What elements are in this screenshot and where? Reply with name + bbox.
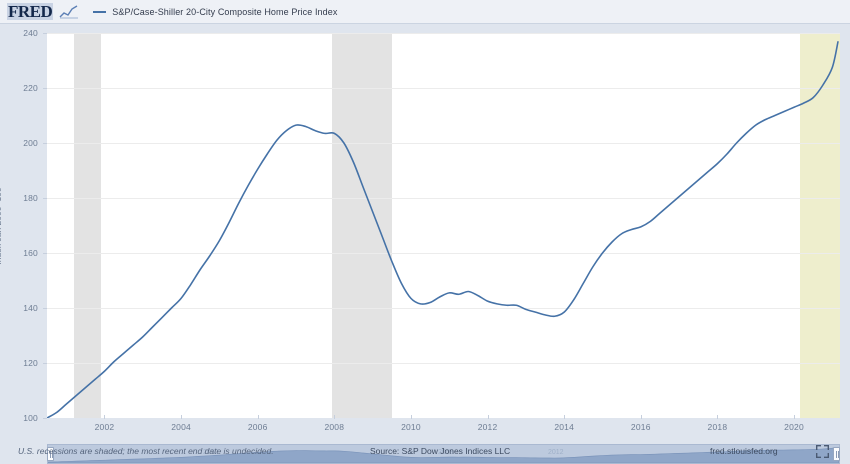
x-tick-mark bbox=[257, 415, 259, 419]
x-tick-mark bbox=[717, 415, 719, 419]
gridline bbox=[47, 253, 840, 254]
x-tick-label: 2002 bbox=[94, 422, 115, 432]
x-tick-label: 2006 bbox=[247, 422, 268, 432]
y-tick-label: 100 bbox=[23, 413, 38, 423]
y-tick-label: 220 bbox=[23, 83, 38, 93]
x-tick-label: 2012 bbox=[477, 422, 498, 432]
y-tick-label: 180 bbox=[23, 193, 38, 203]
y-tick-mark bbox=[43, 308, 47, 309]
fred-logo[interactable]: FRED bbox=[7, 3, 79, 20]
x-tick-label: 2014 bbox=[554, 422, 575, 432]
line-chart-spark-icon bbox=[59, 4, 79, 18]
y-tick-mark bbox=[43, 418, 47, 419]
y-tick-mark bbox=[43, 143, 47, 144]
x-tick-label: 2008 bbox=[324, 422, 345, 432]
legend-color-swatch bbox=[93, 10, 107, 13]
x-tick-mark bbox=[794, 415, 796, 419]
chart-header: FRED S&P/Case-Shiller 20-City Composite … bbox=[0, 0, 850, 24]
x-tick-mark bbox=[640, 415, 642, 419]
plot-area[interactable] bbox=[47, 33, 840, 418]
gridline bbox=[47, 198, 840, 199]
source-note: Source: S&P Dow Jones Indices LLC bbox=[370, 446, 511, 456]
x-tick-label: 2020 bbox=[784, 422, 804, 432]
navigator-ghost-label: 2012 bbox=[548, 449, 564, 456]
x-tick-label: 2004 bbox=[171, 422, 191, 432]
y-axis-tick-labels: 100 120 140 160 180 200 220 240 bbox=[0, 28, 42, 423]
y-tick-mark bbox=[43, 363, 47, 364]
chart-canvas: Index Jan 2000=100 100 120 140 160 180 200 220… bbox=[0, 23, 850, 464]
y-tick-mark bbox=[43, 253, 47, 254]
x-tick-mark bbox=[410, 415, 412, 419]
y-tick-label: 240 bbox=[23, 28, 38, 38]
x-tick-label: 2010 bbox=[401, 422, 421, 432]
x-tick-label: 2018 bbox=[707, 422, 728, 432]
recession-note: U.S. recessions are shaded; the most rec… bbox=[18, 446, 274, 456]
legend-item-label: S&P/Case-Shiller 20-City Composite Home … bbox=[112, 6, 338, 17]
gridline bbox=[47, 308, 840, 309]
gridline bbox=[47, 33, 840, 34]
navigator-ghost-label: 2002 bbox=[203, 449, 219, 456]
series-path bbox=[47, 41, 838, 418]
x-tick-label: 2016 bbox=[630, 422, 651, 432]
recession-band bbox=[332, 33, 392, 418]
gridline bbox=[47, 88, 840, 89]
fred-url[interactable]: fred.stlouisfed.org bbox=[710, 446, 778, 456]
x-tick-mark bbox=[564, 415, 566, 419]
recession-band bbox=[73, 33, 101, 418]
x-tick-mark bbox=[487, 415, 489, 419]
fred-logo-text: FRED bbox=[7, 2, 54, 21]
y-tick-mark bbox=[43, 88, 47, 89]
x-tick-mark bbox=[104, 415, 106, 419]
series-line-case-shiller bbox=[47, 33, 840, 418]
navigator-ghost-label: 2008 bbox=[438, 449, 454, 456]
y-tick-mark bbox=[43, 198, 47, 199]
y-tick-label: 120 bbox=[23, 358, 38, 368]
x-axis-tick-labels: 2002 2004 2006 2008 2010 2012 2014 2016 2018 2020 bbox=[47, 415, 840, 435]
navigator-preview-area bbox=[48, 446, 839, 463]
recession-band-undecided bbox=[799, 33, 840, 418]
navigator-series-area bbox=[48, 446, 839, 463]
y-tick-label: 200 bbox=[23, 138, 38, 148]
x-tick-mark bbox=[181, 415, 183, 419]
chart-legend[interactable]: S&P/Case-Shiller 20-City Composite Home … bbox=[93, 7, 337, 17]
y-tick-label: 160 bbox=[23, 248, 38, 258]
x-tick-mark bbox=[334, 415, 336, 419]
gridline bbox=[47, 363, 840, 364]
gridline bbox=[47, 143, 840, 144]
y-tick-mark bbox=[43, 33, 47, 34]
y-tick-label: 140 bbox=[23, 303, 38, 313]
chart-footer: U.S. recessions are shaded; the most rec… bbox=[0, 445, 850, 461]
fullscreen-expand-icon[interactable] bbox=[816, 445, 829, 458]
